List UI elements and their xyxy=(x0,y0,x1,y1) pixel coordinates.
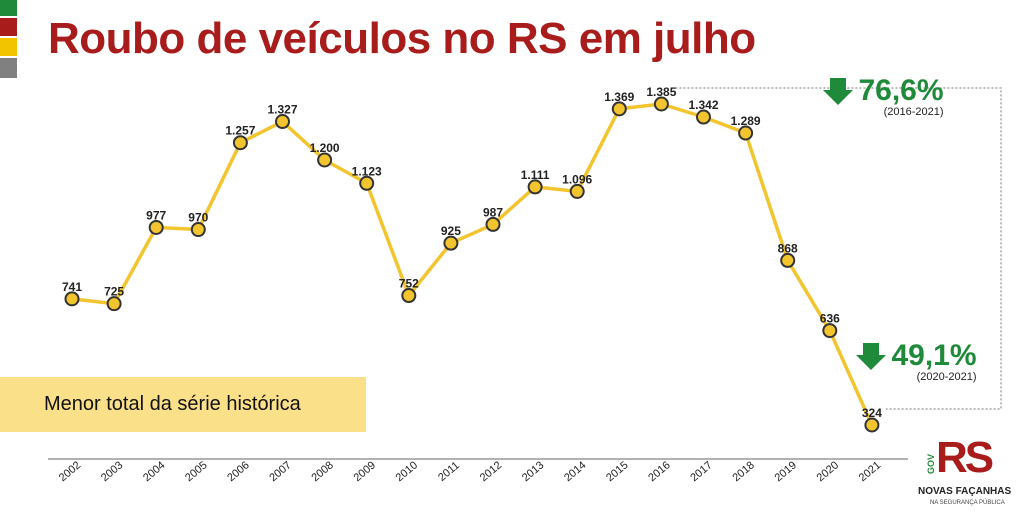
x-tick-label: 2004 xyxy=(141,459,167,484)
lowest-total-note: Menor total da série histórica xyxy=(0,377,366,432)
data-label: 1.200 xyxy=(310,141,340,155)
data-label: 970 xyxy=(188,211,208,225)
logo-line1: NOVAS FAÇANHAS xyxy=(918,486,1012,497)
x-tick-label: 2016 xyxy=(646,459,672,484)
x-tick-label: 2007 xyxy=(267,459,293,484)
data-label: 977 xyxy=(146,208,166,222)
data-label: 987 xyxy=(483,205,503,219)
x-tick-label: 2005 xyxy=(183,459,209,484)
data-point xyxy=(527,179,543,195)
rs-gov-logo: GOV RS NOVAS FAÇANHAS NA SEGURANÇA PÚBLI… xyxy=(916,434,1014,518)
flag-stripe-gray xyxy=(0,58,17,78)
x-tick-label: 2003 xyxy=(99,459,125,484)
data-point xyxy=(106,296,122,312)
data-point xyxy=(317,152,333,168)
flag-stripe-yellow xyxy=(0,38,17,56)
data-label: 1.123 xyxy=(352,164,382,178)
data-label: 1.385 xyxy=(646,85,676,99)
down-arrow-icon xyxy=(823,78,853,105)
flag-stripe-green xyxy=(0,0,17,16)
x-tick-label: 2011 xyxy=(436,460,462,484)
callout-2020-2021: 49,1% (2020-2021) xyxy=(855,339,977,383)
data-label: 1.257 xyxy=(225,124,255,138)
period-bracket xyxy=(675,87,1002,410)
x-tick-label: 2021 xyxy=(857,459,883,484)
data-label: 1.342 xyxy=(688,98,718,112)
data-point xyxy=(401,288,417,304)
data-point xyxy=(738,125,754,141)
x-tick-label: 2012 xyxy=(478,459,504,484)
note-text: Menor total da série histórica xyxy=(44,393,301,415)
logo-gov-text: GOV xyxy=(926,453,936,474)
data-label: 868 xyxy=(778,241,798,255)
series-line xyxy=(71,102,874,426)
data-point xyxy=(64,291,80,307)
callout-period: (2020-2021) xyxy=(916,371,977,383)
x-tick-label: 2006 xyxy=(225,459,251,484)
data-point xyxy=(232,135,248,151)
data-label: 1.327 xyxy=(267,103,297,117)
x-tick-label: 2008 xyxy=(309,459,335,484)
data-label: 741 xyxy=(62,280,82,294)
data-point xyxy=(190,222,206,238)
callout-2016-2021: 76,6% (2016-2021) xyxy=(822,74,944,118)
x-tick-label: 2018 xyxy=(730,459,756,484)
callout-period: (2016-2021) xyxy=(883,106,944,118)
x-tick-label: 2015 xyxy=(604,459,630,484)
data-point xyxy=(864,417,880,433)
x-tick-label: 2009 xyxy=(352,459,378,484)
page-title: Roubo de veículos no RS em julho xyxy=(48,14,756,63)
data-point xyxy=(485,216,501,232)
data-label: 636 xyxy=(820,312,840,326)
data-point xyxy=(611,101,627,117)
data-label: 1.289 xyxy=(731,114,761,128)
x-tick-label: 2014 xyxy=(562,459,588,484)
x-tick-label: 2002 xyxy=(57,459,83,484)
data-point xyxy=(696,109,711,125)
data-point xyxy=(148,219,164,235)
data-point xyxy=(822,323,838,339)
data-label: 725 xyxy=(104,285,124,299)
data-label: 324 xyxy=(862,406,882,420)
callout-percent: 49,1% xyxy=(891,339,977,372)
x-tick-label: 2010 xyxy=(394,459,420,484)
data-point xyxy=(653,96,669,112)
logo-mark: RS xyxy=(936,433,994,482)
data-point xyxy=(780,252,796,268)
data-point xyxy=(443,235,459,251)
data-point xyxy=(275,114,290,130)
data-label: 752 xyxy=(399,277,419,291)
logo-mark-text: RS xyxy=(936,433,994,482)
x-tick-label: 2019 xyxy=(773,459,799,484)
down-arrow-icon xyxy=(856,343,886,370)
data-label: 1.369 xyxy=(604,90,634,104)
callout-percent: 76,6% xyxy=(858,74,944,107)
data-point xyxy=(359,175,375,191)
logo-line2: NA SEGURANÇA PÚBLICA xyxy=(930,500,1005,506)
data-label: 925 xyxy=(441,224,461,238)
data-label: 1.111 xyxy=(521,168,550,182)
x-tick-label: 2020 xyxy=(815,459,841,484)
flag-stripe-red xyxy=(0,18,17,36)
data-point xyxy=(569,183,585,199)
data-label: 1.096 xyxy=(562,172,592,186)
x-tick-label: 2017 xyxy=(688,459,714,484)
x-tick-label: 2013 xyxy=(520,459,546,484)
